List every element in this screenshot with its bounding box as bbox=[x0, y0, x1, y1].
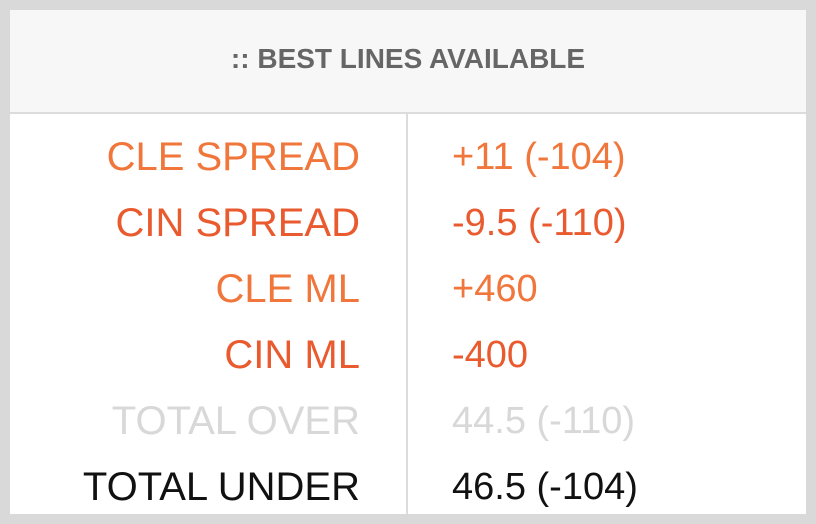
line-row-cin-ml: CIN ML -400 bbox=[10, 322, 806, 388]
line-label: CIN SPREAD bbox=[115, 201, 361, 245]
line-label: CLE SPREAD bbox=[106, 135, 360, 179]
line-row-total-over: TOTAL OVER 44.5 (-110) bbox=[10, 388, 806, 454]
line-label: TOTAL UNDER bbox=[82, 465, 360, 509]
card-header: :: BEST LINES AVAILABLE bbox=[10, 10, 806, 114]
line-value: 44.5 (-110) bbox=[452, 400, 636, 442]
column-divider bbox=[406, 114, 408, 514]
line-label: CLE ML bbox=[215, 267, 361, 311]
card-title: :: BEST LINES AVAILABLE bbox=[230, 43, 586, 74]
line-value: -9.5 (-110) bbox=[452, 202, 627, 244]
line-row-total-under: TOTAL UNDER 46.5 (-104) bbox=[10, 454, 806, 520]
best-lines-card: :: BEST LINES AVAILABLE CLE SPREAD +11 (… bbox=[10, 10, 806, 514]
line-label: CIN ML bbox=[224, 333, 360, 377]
line-row-cle-ml: CLE ML +460 bbox=[10, 256, 806, 322]
line-row-cle-spread: CLE SPREAD +11 (-104) bbox=[10, 124, 806, 190]
line-value: 46.5 (-104) bbox=[452, 466, 638, 508]
line-value: -400 bbox=[452, 334, 529, 376]
line-label: TOTAL OVER bbox=[111, 399, 360, 443]
line-value: +11 (-104) bbox=[452, 136, 626, 178]
line-value: +460 bbox=[452, 268, 538, 310]
line-row-cin-spread: CIN SPREAD -9.5 (-110) bbox=[10, 190, 806, 256]
